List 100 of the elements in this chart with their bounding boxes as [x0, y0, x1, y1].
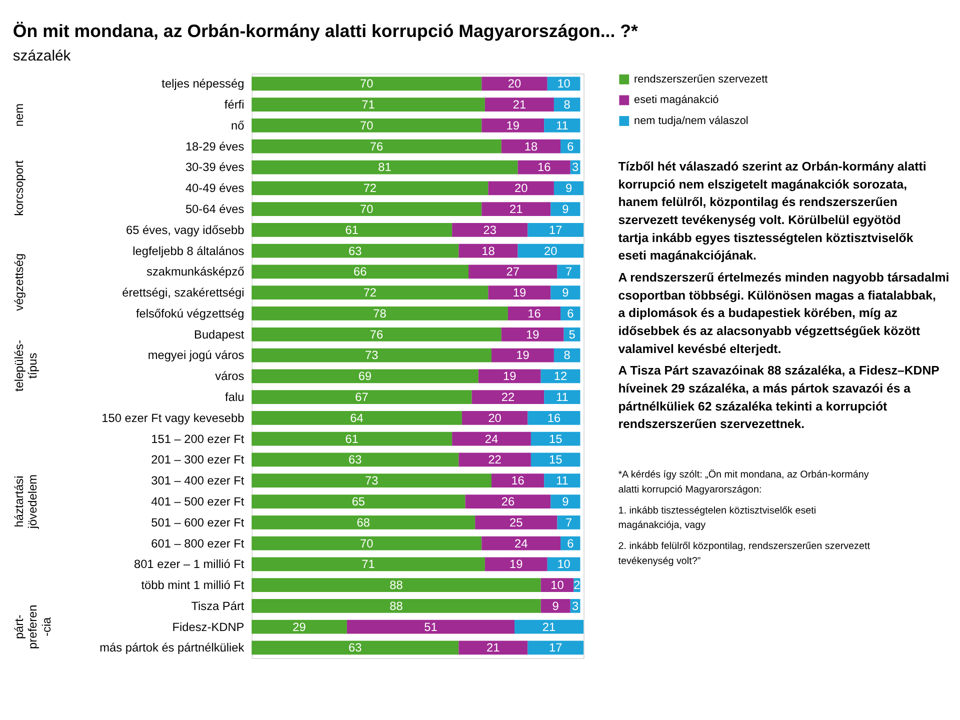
y-tick-label: más pártok és pártnélküliek	[100, 640, 244, 655]
data-label: 19	[512, 286, 526, 300]
bar	[252, 286, 488, 300]
bar	[501, 327, 564, 342]
y-tick-label: 501 – 600 ezer Ft	[151, 515, 245, 530]
data-label: 5	[568, 327, 576, 342]
bar	[252, 640, 459, 655]
bar	[528, 411, 580, 425]
bar	[530, 432, 580, 446]
bar	[554, 181, 584, 196]
data-label: 11	[556, 118, 569, 132]
text: párt- preferen -cia	[12, 604, 54, 649]
data-label: 22	[501, 390, 515, 404]
data-label: 78	[373, 306, 387, 320]
data-label: 21	[510, 202, 524, 216]
y-tick-label: férfi	[224, 98, 244, 112]
bar	[550, 494, 580, 508]
bar	[518, 160, 570, 174]
text: korcsoport	[12, 160, 26, 216]
data-label: 63	[348, 452, 362, 467]
y-tick-label: 401 – 500 ezer Ft	[151, 494, 245, 508]
bar	[252, 474, 492, 488]
data-label: 68	[356, 515, 370, 530]
y-tick-label: több mint 1 millió Ft	[141, 578, 245, 592]
bar	[252, 306, 508, 320]
data-label: 10	[557, 557, 571, 572]
data-label: 65	[352, 494, 366, 508]
bar	[252, 536, 482, 550]
data-label: 20	[544, 244, 558, 258]
data-label: 19	[510, 557, 524, 572]
text: 1. inkább tisztességtelen köztisztviselők eseti magánakciója, vagy	[618, 505, 816, 532]
data-label: 63	[348, 244, 362, 258]
bar	[492, 348, 554, 362]
bar	[482, 118, 544, 132]
data-label: 9	[565, 181, 572, 196]
bar	[544, 118, 580, 132]
y-tick-label: falu	[225, 390, 244, 404]
data-label: 20	[514, 181, 528, 196]
y-tick-label: Fidesz-KDNP	[172, 620, 244, 634]
bar	[252, 118, 482, 132]
data-label: 6	[567, 139, 574, 154]
bar	[475, 515, 558, 530]
data-label: 20	[488, 410, 502, 425]
bar	[484, 557, 548, 572]
bar	[488, 181, 554, 196]
bar	[557, 264, 580, 279]
bar	[468, 264, 558, 279]
bar	[458, 452, 531, 467]
data-label: 25	[510, 515, 524, 530]
bar	[492, 474, 544, 488]
y-tick-label: Tisza Párt	[191, 598, 245, 613]
data-label: 6	[567, 536, 574, 550]
y-tick-label: nő	[230, 118, 245, 132]
data-label: 16	[528, 306, 542, 320]
data-label: 7	[565, 264, 572, 279]
bar	[252, 348, 492, 362]
bar	[252, 578, 541, 592]
data-label: 16	[547, 410, 561, 425]
y-tick-label: 201 – 300 ezer Ft	[151, 452, 245, 467]
data-label: 29	[292, 620, 306, 634]
data-label: 23	[483, 222, 497, 237]
bar	[252, 244, 459, 258]
y-tick-label: felsőfokú végzettség	[136, 306, 244, 320]
bar	[252, 202, 482, 216]
text: végzettség	[12, 253, 26, 311]
data-label: 21	[486, 640, 500, 655]
bar	[252, 222, 452, 237]
bar	[252, 599, 541, 613]
y-tick-label: 150 ezer Ft vagy kevesebb	[102, 410, 245, 425]
data-label: 88	[390, 598, 404, 613]
y-tick-label: város	[215, 369, 244, 384]
data-label: 21	[512, 98, 526, 112]
data-label: 24	[514, 536, 528, 550]
data-label: 19	[506, 118, 520, 132]
data-label: 16	[511, 474, 525, 488]
text: település- típus	[12, 340, 40, 392]
text: A Tisza Párt szavazóinak 88 százaléka, a Fidesz–KDNP híveinek 29 százaléka, a más pártok szavazói és a pártnélküliek 62 százaléka tekinti a korrupciót rendszerszerűen szervezettnek.	[618, 364, 940, 432]
data-label: 67	[355, 390, 368, 404]
data-label: 12	[554, 369, 568, 384]
bar	[252, 452, 459, 467]
data-label: 19	[502, 369, 517, 384]
data-label: 61	[345, 432, 359, 446]
data-label: 72	[363, 286, 377, 300]
data-label: 3	[572, 598, 580, 613]
data-label: 16	[537, 160, 552, 174]
y-tick-label: 801 ezer – 1 millió Ft	[134, 557, 245, 572]
data-label: 76	[370, 139, 384, 154]
data-label: 19	[526, 327, 540, 342]
bar	[528, 222, 584, 237]
data-label: 9	[562, 286, 570, 300]
data-label: 27	[506, 264, 520, 279]
bar	[252, 98, 485, 112]
y-tick-label: 65 éves, vagy idősebb	[126, 222, 245, 237]
data-label: 15	[548, 432, 563, 446]
bar	[346, 620, 515, 634]
bar	[482, 536, 561, 550]
data-label: 61	[345, 222, 359, 237]
y-tick-label: szakmunkásképző	[146, 264, 245, 279]
bar	[478, 369, 541, 384]
bar	[252, 139, 502, 154]
